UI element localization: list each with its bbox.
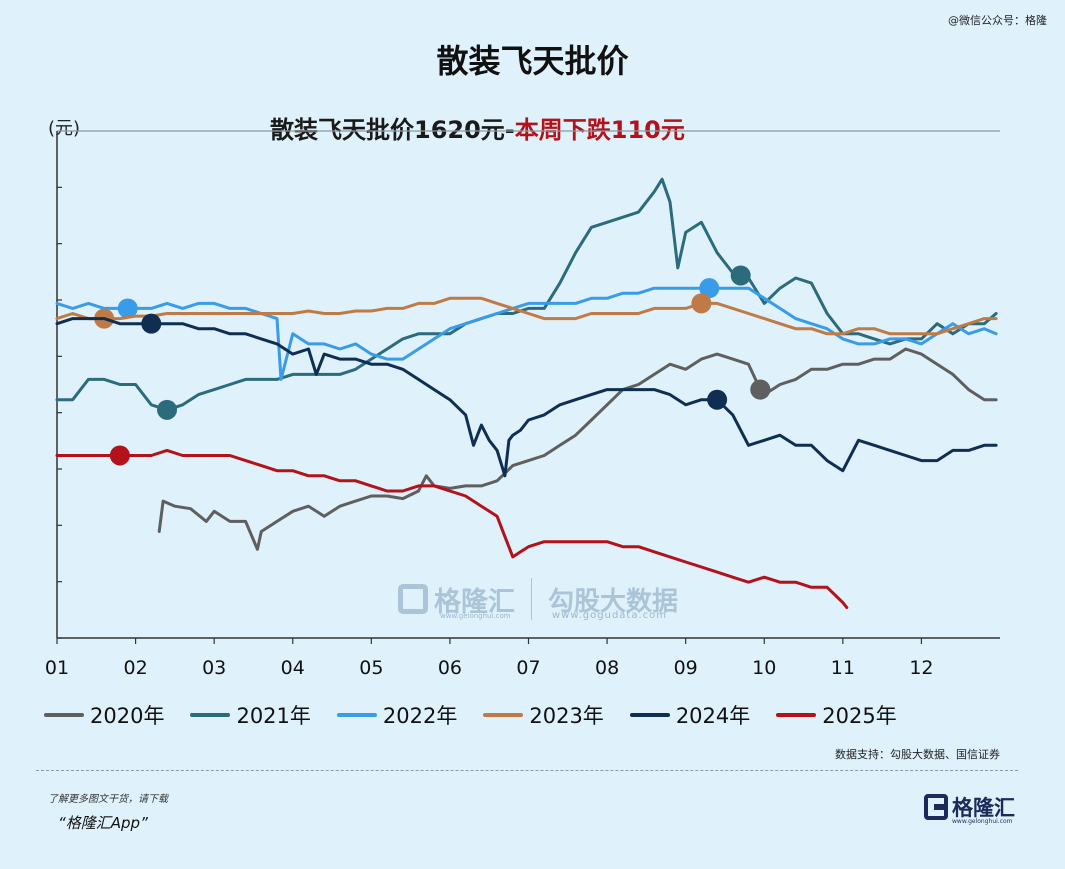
footer-divider: [36, 770, 1018, 771]
legend-swatch: [776, 713, 817, 717]
series-line-2023年: [55, 296, 998, 336]
legend-item: 2024年: [629, 700, 751, 730]
series-line-2020年: [157, 347, 998, 551]
series-line-2025年: [55, 448, 849, 610]
y-axis-unit-label: (元): [48, 118, 81, 139]
x-tick-label: 05: [359, 657, 383, 679]
series-marker: [750, 379, 771, 400]
legend-item: 2023年: [483, 700, 604, 730]
chart-x-ticks: 01 02 03 04 05 06 07 08 09 10 11 12: [45, 638, 934, 679]
watermark-brand: 格隆汇: [434, 586, 515, 618]
subtitle-price-text: 散装飞天批价1620元-: [270, 116, 515, 144]
subtitle-change-text: 本周下跌110元: [514, 116, 685, 144]
series-marker: [109, 445, 130, 466]
legend-label: 2025年: [822, 704, 897, 728]
series-marker: [691, 293, 712, 314]
series-marker: [707, 389, 728, 410]
legend-label: 2022年: [382, 704, 458, 728]
x-tick-label: 12: [909, 657, 933, 679]
chart-legend: 2020年 2021年 2022年 2023年 2024年 2025年: [44, 700, 923, 730]
series-marker: [141, 313, 162, 334]
x-tick-label: 11: [831, 657, 855, 679]
legend-label: 2024年: [675, 704, 751, 728]
chart-subtitle: 散装飞天批价1620元-本周下跌110元: [270, 110, 685, 145]
legend-item: 2020年: [44, 700, 164, 730]
chart-series-lines: [55, 177, 998, 610]
promo-text: 了解更多图文干货，请下载: [48, 794, 168, 805]
x-tick-label: 08: [595, 657, 619, 679]
watermark-data-brand: 勾股大数据: [548, 586, 679, 617]
wechat-watermark: @微信公众号：格隆: [948, 14, 1047, 27]
watermark-logo-icon: [398, 584, 428, 614]
legend-item: 2021年: [190, 700, 311, 730]
legend-swatch: [190, 713, 231, 717]
brand-url: www.gelonghui.com: [952, 818, 1013, 825]
brand-logo: 格隆汇: [924, 792, 1015, 822]
legend-item: 2025年: [776, 700, 897, 730]
legend-swatch: [483, 713, 524, 717]
legend-label: 2021年: [236, 704, 311, 728]
x-tick-label: 02: [123, 657, 147, 679]
chart-plot: 01 02 03 04 05 06 07 08 09 10 11 12: [45, 130, 1000, 679]
legend-label: 2020年: [90, 704, 165, 728]
x-tick-label: 03: [202, 657, 226, 679]
watermark-data-url: www.gogudata.com: [552, 610, 668, 621]
series-line-2021年: [55, 177, 998, 412]
legend-swatch: [44, 713, 84, 717]
x-tick-label: 10: [752, 657, 776, 679]
watermark-brand-url: www.gelonghui.com: [440, 612, 511, 620]
x-tick-label: 01: [45, 657, 69, 679]
brand-logo-icon: [924, 794, 948, 820]
promo-app-name: “格隆汇App”: [58, 814, 148, 832]
legend-swatch: [629, 713, 670, 717]
series-line-2024年: [55, 317, 998, 478]
x-tick-label: 04: [281, 657, 305, 679]
chart-axes: [56, 130, 1000, 639]
brand-name: 格隆汇: [952, 796, 1015, 820]
data-source: 数据支持：勾股大数据、国信证券: [835, 748, 1000, 761]
x-tick-label: 09: [674, 657, 698, 679]
legend-label: 2023年: [529, 704, 604, 728]
series-marker: [730, 265, 751, 286]
chart-title: 散装飞天批价: [436, 42, 629, 80]
x-tick-label: 07: [516, 657, 540, 679]
series-marker: [117, 298, 138, 319]
series-marker: [699, 278, 720, 299]
legend-item: 2022年: [336, 700, 458, 730]
x-tick-label: 06: [438, 657, 462, 679]
series-marker: [157, 399, 178, 420]
watermark-separator: [531, 578, 532, 620]
center-watermark: 格隆汇 勾股大数据: [398, 578, 678, 620]
legend-swatch: [336, 713, 377, 717]
series-line-2022年: [55, 286, 998, 381]
